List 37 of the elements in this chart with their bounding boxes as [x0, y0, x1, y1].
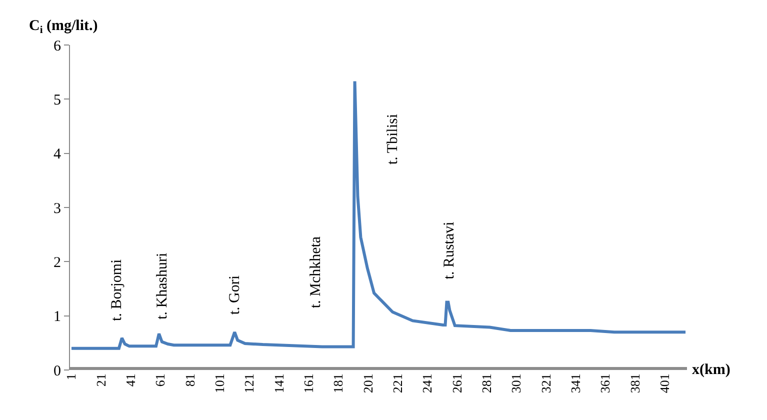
x-tick-label: 381 — [627, 374, 642, 394]
x-tick-label: 61 — [152, 374, 168, 387]
y-tick-label: 6 — [54, 38, 62, 54]
x-tick-label: 261 — [449, 374, 464, 394]
x-tick-label: 121 — [242, 374, 257, 394]
x-tick-label: 101 — [212, 374, 228, 394]
x-tick-label: 241 — [420, 374, 435, 394]
x-tick-label: 21 — [93, 374, 108, 387]
x-tick-label: 161 — [301, 374, 316, 394]
annotation: t. Tbilisi — [385, 114, 402, 165]
x-tick-label: 301 — [508, 374, 524, 394]
x-tick-label: 1 — [64, 374, 79, 380]
x-tick-label: 321 — [538, 374, 554, 394]
x-tick-label: 41 — [123, 374, 138, 387]
y-tick-label: 4 — [54, 146, 62, 163]
y-axis-title: C$_{i}$ (mg/lit.) — [29, 18, 98, 36]
y-tick-label: 3 — [54, 200, 61, 217]
annotation: t. Rustavi — [442, 222, 458, 280]
annotation: t. Mchkheta — [308, 236, 324, 308]
x-tick-label: 361 — [598, 374, 613, 394]
annotation: t. Gori — [227, 275, 244, 315]
x-tick-label: 81 — [182, 374, 198, 387]
annotation: t. Khashuri — [154, 252, 170, 320]
line-series — [70, 80, 687, 350]
x-tick-label: 341 — [568, 374, 583, 394]
x-tick-label: 221 — [390, 374, 406, 394]
x-tick-label: 201 — [360, 374, 376, 394]
y-tick-label: 1 — [54, 309, 61, 326]
x-axis-title: x(km) — [692, 362, 730, 378]
y-tick-label: 0 — [54, 363, 61, 380]
y-tick-label: 2 — [54, 254, 61, 271]
y-tick-label: 5 — [54, 92, 61, 108]
x-tick-label: 281 — [478, 374, 494, 394]
x-tick-label: 141 — [271, 374, 286, 394]
annotation: t. Borjomi — [108, 259, 125, 321]
x-tick-label: 401 — [656, 374, 672, 394]
x-tick-label: 181 — [330, 374, 346, 394]
